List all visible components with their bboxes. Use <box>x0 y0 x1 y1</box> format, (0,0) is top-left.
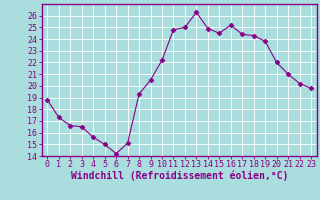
X-axis label: Windchill (Refroidissement éolien,°C): Windchill (Refroidissement éolien,°C) <box>70 171 288 181</box>
